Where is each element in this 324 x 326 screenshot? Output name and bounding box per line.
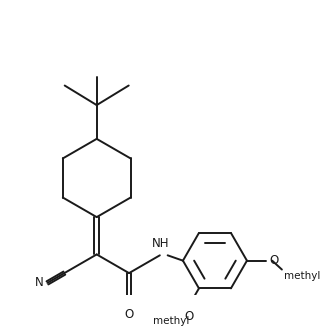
Text: O: O bbox=[269, 254, 279, 267]
Text: methyl: methyl bbox=[153, 316, 189, 326]
Text: O: O bbox=[185, 310, 194, 322]
Text: methyl: methyl bbox=[284, 271, 320, 281]
Text: O: O bbox=[124, 308, 134, 321]
Text: NH: NH bbox=[152, 237, 170, 250]
Text: N: N bbox=[34, 276, 43, 289]
